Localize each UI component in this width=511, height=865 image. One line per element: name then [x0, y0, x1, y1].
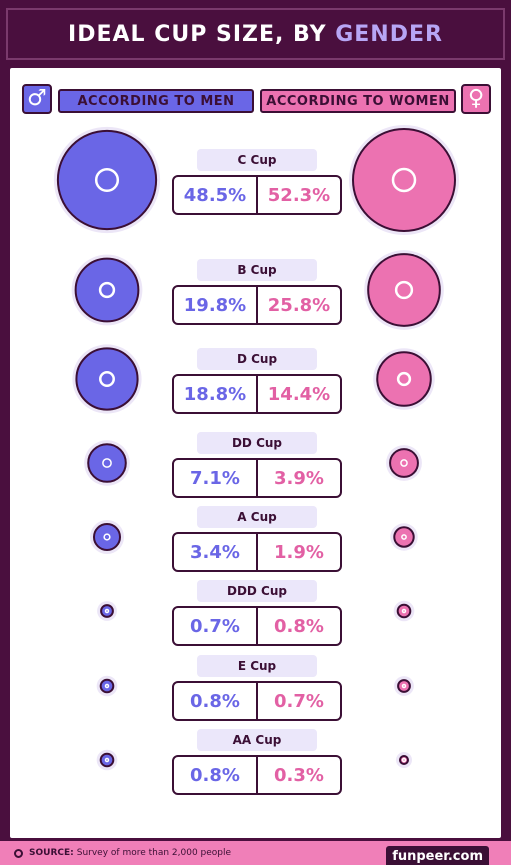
value-box: 0.7% 0.8%	[172, 606, 342, 646]
men-value: 19.8%	[174, 287, 258, 323]
cup-label: DD Cup	[197, 432, 317, 454]
source-label: SOURCE:	[29, 848, 74, 858]
source-text: Survey of more than 2,000 people	[76, 848, 232, 858]
women-value: 52.3%	[267, 184, 331, 206]
women-value: 0.7%	[274, 690, 324, 712]
value-box: 48.5% 52.3%	[172, 175, 342, 215]
cup-label: DDD Cup	[197, 580, 317, 602]
cup-label: A Cup	[197, 506, 317, 528]
cup-label: D Cup	[197, 348, 317, 370]
women-value: 0.8%	[274, 615, 324, 637]
male-symbol-icon: ♂	[22, 84, 52, 114]
title-main: IDEAL CUP SIZE, BY	[68, 21, 336, 47]
men-value: 3.4%	[174, 534, 258, 570]
men-value: 18.8%	[174, 376, 258, 412]
title-accent: GENDER	[335, 21, 443, 47]
value-box: 0.8% 0.7%	[172, 681, 342, 721]
bullet-icon	[14, 848, 23, 858]
women-value: 0.3%	[274, 764, 324, 786]
legend-men: ACCORDING TO MEN	[58, 89, 254, 113]
value-box: 3.4% 1.9%	[172, 532, 342, 572]
men-value: 0.8%	[174, 683, 258, 719]
men-value: 7.1%	[174, 460, 258, 496]
legend-women-label: ACCORDING TO WOMEN	[266, 93, 450, 109]
female-symbol-glyph: ♀	[467, 86, 485, 111]
watermark: funpeer.com	[386, 846, 489, 865]
cup-label: E Cup	[197, 655, 317, 677]
cup-label: AA Cup	[197, 729, 317, 751]
legend-women: ACCORDING TO WOMEN	[260, 89, 456, 113]
title-bar: IDEAL CUP SIZE, BY GENDER	[6, 8, 505, 60]
men-value: 0.8%	[174, 757, 258, 793]
cup-label: C Cup	[197, 149, 317, 171]
page-title: IDEAL CUP SIZE, BY GENDER	[68, 22, 443, 47]
female-symbol-icon: ♀	[461, 84, 491, 114]
women-value: 25.8%	[267, 294, 331, 316]
value-box: 19.8% 25.8%	[172, 285, 342, 325]
men-value: 48.5%	[174, 177, 258, 213]
women-value: 14.4%	[267, 383, 331, 405]
legend-men-label: ACCORDING TO MEN	[77, 93, 235, 109]
men-value: 0.7%	[174, 608, 258, 644]
women-value: 1.9%	[274, 541, 324, 563]
women-value: 3.9%	[274, 467, 324, 489]
value-box: 7.1% 3.9%	[172, 458, 342, 498]
male-symbol-glyph: ♂	[27, 86, 47, 111]
cup-label: B Cup	[197, 259, 317, 281]
value-box: 18.8% 14.4%	[172, 374, 342, 414]
value-box: 0.8% 0.3%	[172, 755, 342, 795]
